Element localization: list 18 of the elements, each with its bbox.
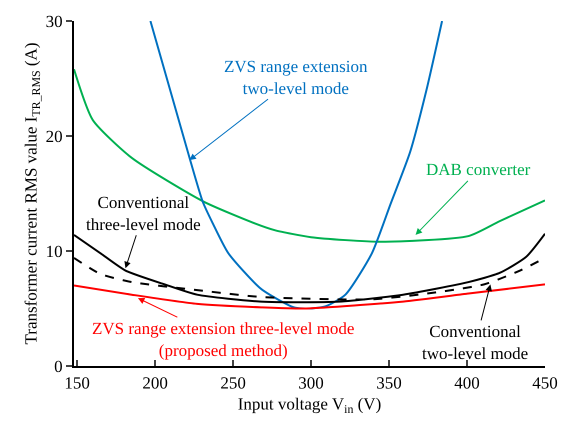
annotation: Conventional two-level mode [422, 322, 528, 364]
x-tick-label: 250 [220, 373, 246, 392]
annotation: ZVS range extension two-level mode [224, 57, 368, 98]
x-axis-title: Input voltage V$_{in}$ (V) [238, 394, 382, 416]
y-tick-label: 0 [54, 356, 63, 376]
annotation: ZVS range extension three-level mode (proposed method) [92, 319, 354, 360]
x-tick-label: 300 [298, 373, 324, 392]
annotation: Conventional three-level mode [86, 193, 201, 234]
x-tick-label: 350 [376, 373, 402, 392]
x-tick-label: 200 [142, 373, 168, 392]
y-tick-label: 30 [46, 12, 63, 31]
y-tick-label: 20 [46, 126, 63, 146]
y-tick-label: 10 [46, 242, 63, 261]
line-series [74, 283, 545, 310]
x-tick-label: 450 [532, 373, 558, 392]
x-tick-label: 400 [454, 373, 480, 392]
annotation: DAB converter [426, 160, 531, 179]
x-tick-label: 150 [64, 373, 90, 392]
